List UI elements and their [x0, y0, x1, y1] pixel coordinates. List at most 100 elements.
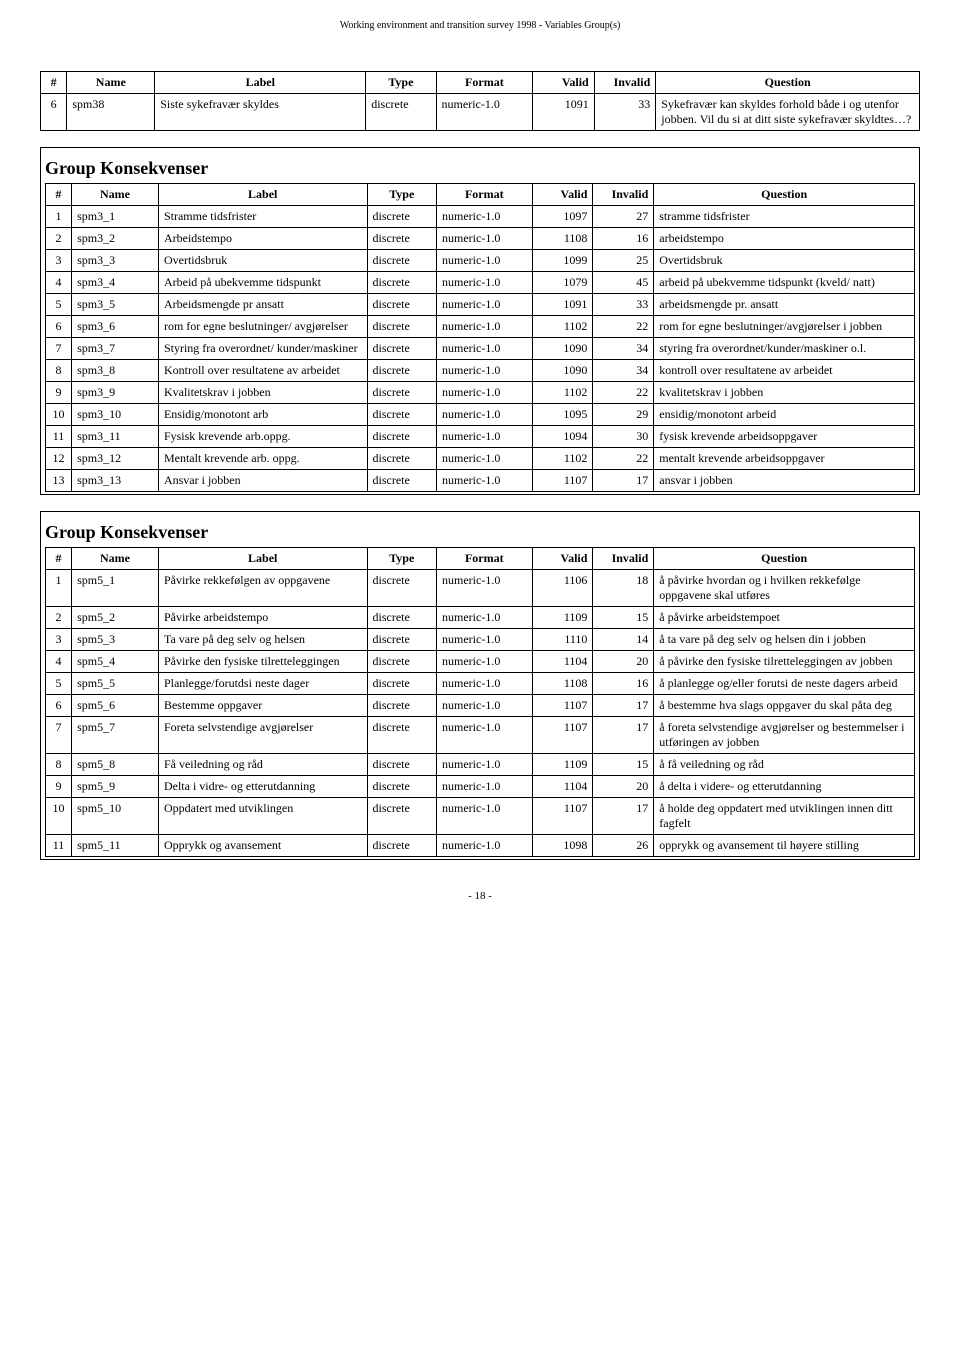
cell-invalid: 22 — [593, 448, 654, 470]
cell-type: discrete — [367, 382, 437, 404]
variables-table-3: # Name Label Type Format Valid Invalid Q… — [45, 547, 915, 857]
cell-invalid: 16 — [593, 228, 654, 250]
col-num: # — [46, 184, 72, 206]
cell-valid: 1104 — [532, 776, 593, 798]
cell-num: 3 — [46, 250, 72, 272]
cell-label: Oppdatert med utviklingen — [158, 798, 367, 835]
cell-name: spm3_11 — [72, 426, 159, 448]
col-question: Question — [654, 184, 915, 206]
cell-invalid: 20 — [593, 651, 654, 673]
col-name: Name — [72, 548, 159, 570]
table-row: 5spm5_5Planlegge/forutdsi neste dagerdis… — [46, 673, 915, 695]
cell-num: 9 — [46, 382, 72, 404]
cell-valid: 1108 — [532, 673, 593, 695]
col-question: Question — [656, 72, 920, 94]
cell-question: å planlegge og/eller forutsi de neste da… — [654, 673, 915, 695]
cell-valid: 1110 — [532, 629, 593, 651]
group-title: Group Konsekvenser — [45, 522, 915, 543]
col-invalid: Invalid — [593, 548, 654, 570]
cell-name: spm38 — [67, 94, 155, 131]
col-label: Label — [158, 548, 367, 570]
cell-question: å ta vare på deg selv og helsen din i jo… — [654, 629, 915, 651]
cell-valid: 1107 — [532, 798, 593, 835]
cell-type: discrete — [367, 360, 437, 382]
cell-valid: 1094 — [532, 426, 593, 448]
cell-question: fysisk krevende arbeidsoppgaver — [654, 426, 915, 448]
header-row: # Name Label Type Format Valid Invalid Q… — [41, 72, 920, 94]
col-valid: Valid — [533, 72, 595, 94]
table-row: 8spm3_8Kontroll over resultatene av arbe… — [46, 360, 915, 382]
cell-num: 8 — [46, 754, 72, 776]
cell-type: discrete — [367, 206, 437, 228]
table-row: 4spm5_4Påvirke den fysiske tilretteleggi… — [46, 651, 915, 673]
cell-question: opprykk og avansement til høyere stillin… — [654, 835, 915, 857]
cell-format: numeric-1.0 — [437, 695, 533, 717]
cell-invalid: 26 — [593, 835, 654, 857]
table-row: 12spm3_12Mentalt krevende arb. oppg.disc… — [46, 448, 915, 470]
cell-label: Planlegge/forutdsi neste dager — [158, 673, 367, 695]
page-number: - 18 - — [468, 890, 492, 902]
cell-invalid: 20 — [593, 776, 654, 798]
col-label: Label — [158, 184, 367, 206]
cell-label: Påvirke rekkefølgen av oppgavene — [158, 570, 367, 607]
cell-valid: 1102 — [532, 382, 593, 404]
cell-type: discrete — [367, 798, 437, 835]
col-format: Format — [437, 548, 533, 570]
cell-label: Bestemme oppgaver — [158, 695, 367, 717]
cell-question: stramme tidsfrister — [654, 206, 915, 228]
cell-name: spm3_3 — [72, 250, 159, 272]
col-invalid: Invalid — [593, 184, 654, 206]
cell-name: spm3_12 — [72, 448, 159, 470]
cell-question: styring fra overordnet/kunder/maskiner o… — [654, 338, 915, 360]
col-label: Label — [155, 72, 366, 94]
cell-num: 5 — [46, 673, 72, 695]
cell-format: numeric-1.0 — [437, 835, 533, 857]
cell-num: 12 — [46, 448, 72, 470]
cell-type: discrete — [367, 651, 437, 673]
cell-num: 10 — [46, 798, 72, 835]
cell-label: Ansvar i jobben — [158, 470, 367, 492]
cell-format: numeric-1.0 — [437, 426, 533, 448]
cell-invalid: 18 — [593, 570, 654, 607]
header-row: # Name Label Type Format Valid Invalid Q… — [46, 184, 915, 206]
cell-type: discrete — [367, 404, 437, 426]
cell-format: numeric-1.0 — [437, 250, 533, 272]
cell-invalid: 17 — [593, 798, 654, 835]
cell-valid: 1098 — [532, 835, 593, 857]
table-row: 1spm3_1Stramme tidsfristerdiscretenumeri… — [46, 206, 915, 228]
cell-format: numeric-1.0 — [437, 404, 533, 426]
variables-table-2: # Name Label Type Format Valid Invalid Q… — [45, 183, 915, 492]
cell-num: 1 — [46, 206, 72, 228]
cell-type: discrete — [367, 835, 437, 857]
cell-question: mentalt krevende arbeidsoppgaver — [654, 448, 915, 470]
cell-format: numeric-1.0 — [437, 754, 533, 776]
cell-valid: 1106 — [532, 570, 593, 607]
cell-name: spm5_1 — [72, 570, 159, 607]
cell-num: 3 — [46, 629, 72, 651]
col-type: Type — [367, 548, 437, 570]
cell-invalid: 29 — [593, 404, 654, 426]
cell-label: Mentalt krevende arb. oppg. — [158, 448, 367, 470]
cell-invalid: 17 — [593, 695, 654, 717]
cell-invalid: 16 — [593, 673, 654, 695]
cell-type: discrete — [367, 426, 437, 448]
cell-name: spm5_5 — [72, 673, 159, 695]
cell-name: spm5_3 — [72, 629, 159, 651]
cell-num: 4 — [46, 272, 72, 294]
cell-invalid: 25 — [593, 250, 654, 272]
cell-num: 5 — [46, 294, 72, 316]
cell-label: Ta vare på deg selv og helsen — [158, 629, 367, 651]
cell-question: ansvar i jobben — [654, 470, 915, 492]
cell-valid: 1107 — [532, 717, 593, 754]
cell-name: spm3_5 — [72, 294, 159, 316]
cell-name: spm5_7 — [72, 717, 159, 754]
cell-type: discrete — [367, 570, 437, 607]
cell-name: spm3_13 — [72, 470, 159, 492]
cell-name: spm3_6 — [72, 316, 159, 338]
cell-format: numeric-1.0 — [437, 228, 533, 250]
table-row: 2spm3_2Arbeidstempodiscretenumeric-1.011… — [46, 228, 915, 250]
cell-label: Arbeid på ubekvemme tidspunkt — [158, 272, 367, 294]
cell-label: rom for egne beslutninger/ avgjørelser — [158, 316, 367, 338]
cell-num: 4 — [46, 651, 72, 673]
cell-question: arbeidstempo — [654, 228, 915, 250]
